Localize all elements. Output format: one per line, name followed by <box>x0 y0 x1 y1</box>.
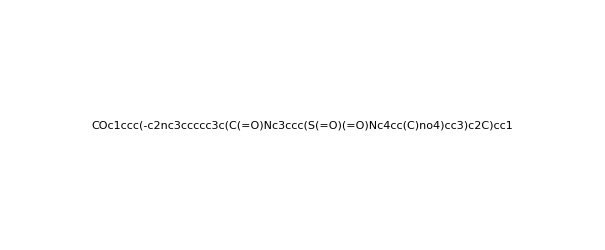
Text: COc1ccc(-c2nc3ccccc3c(C(=O)Nc3ccc(S(=O)(=O)Nc4cc(C)no4)cc3)c2C)cc1: COc1ccc(-c2nc3ccccc3c(C(=O)Nc3ccc(S(=O)(… <box>91 120 514 130</box>
